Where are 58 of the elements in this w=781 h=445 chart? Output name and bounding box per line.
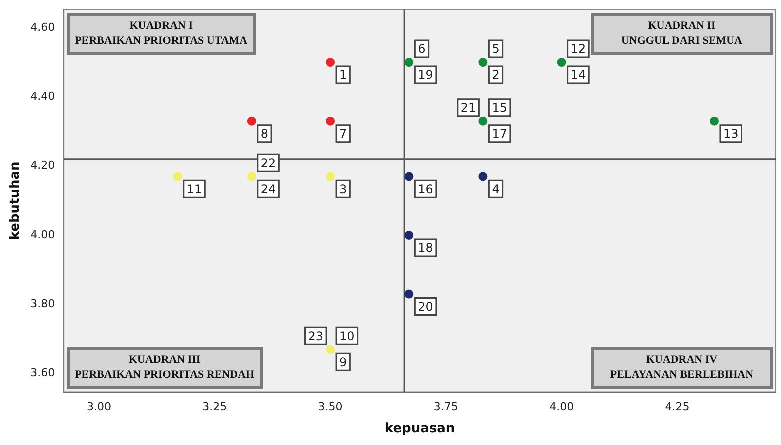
annotation: 22 (260, 156, 276, 170)
annotation: 4 (492, 182, 500, 196)
annotation: 19 (418, 68, 434, 82)
quadrant-caption-box: KUADRAN III PERBAIKAN PRIORITAS RENDAH (67, 347, 263, 390)
y-tick-label: 4.40 (30, 90, 56, 103)
point (404, 290, 414, 299)
point (173, 172, 182, 182)
annotation: 7 (340, 126, 348, 141)
annotation: 8 (260, 126, 269, 141)
point (326, 345, 336, 354)
annotation: 14 (570, 68, 586, 82)
annotation: 23 (308, 329, 324, 344)
annotation: 6 (418, 42, 426, 56)
y-tick-label: 4.20 (30, 159, 56, 172)
annotation: 20 (418, 300, 434, 314)
x-tick-label: 3.50 (318, 400, 343, 414)
x-tick-label: 3.75 (434, 400, 458, 414)
y-tick-label: 4.00 (30, 228, 56, 242)
point (326, 58, 336, 68)
point (247, 116, 256, 126)
point (478, 172, 488, 182)
y-tick-label: 3.80 (30, 298, 56, 311)
annotation: 11 (186, 182, 202, 196)
annotation: 1 (340, 68, 348, 82)
x-tick-label: 3.25 (202, 400, 228, 414)
x-axis-title: kepuasan (384, 422, 456, 437)
quadrant-caption-box: KUADRAN I PERBAIKAN PRIORITAS UTAMA (67, 12, 256, 55)
point (478, 116, 488, 126)
point (557, 58, 566, 68)
point (710, 116, 719, 126)
annotation: 17 (492, 126, 508, 141)
annotation: 2 (492, 68, 500, 82)
y-tick-label: 3.60 (30, 366, 56, 380)
quadrant-caption-box: KUADRAN II UNGGUL DARI SEMUA (591, 12, 773, 55)
quadrant-caption-box: KUADRAN IV PELAYANAN BERLEBIHAN (591, 347, 773, 390)
y-axis-title: kebutuhan (8, 162, 24, 240)
point (404, 230, 414, 240)
annotation: 3 (340, 182, 348, 196)
annotation: 10 (340, 329, 355, 344)
annotation: 21 (460, 100, 476, 115)
annotation: 5 (492, 42, 500, 56)
x-tick-label: 4.25 (665, 400, 690, 414)
annotation: 16 (418, 182, 434, 196)
annotation: 13 (723, 126, 739, 141)
point (404, 58, 414, 68)
point (326, 116, 336, 126)
point (478, 58, 488, 68)
y-tick-label: 4.60 (30, 20, 56, 34)
annotation: 15 (492, 100, 508, 115)
annotation: 9 (340, 355, 348, 370)
point (247, 172, 256, 182)
annotation: 18 (418, 241, 434, 256)
point (404, 172, 414, 182)
annotation: 12 (570, 42, 586, 56)
x-tick-label: 3.00 (87, 400, 112, 414)
x-tick-label: 4.00 (550, 400, 574, 414)
point (326, 172, 336, 182)
annotation: 24 (260, 182, 276, 196)
